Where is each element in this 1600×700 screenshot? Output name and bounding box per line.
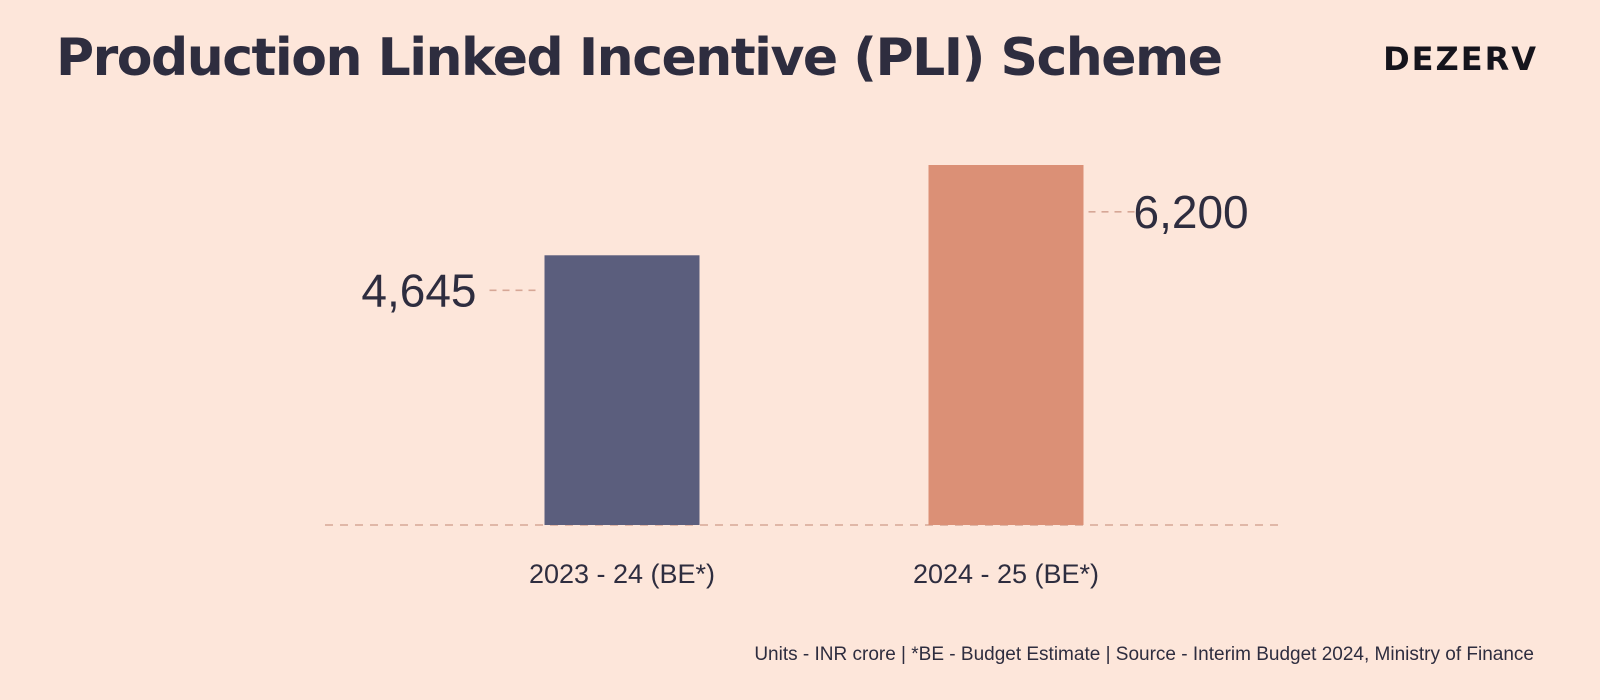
bar-2 bbox=[928, 165, 1084, 525]
brand-logo: DEZERV bbox=[1383, 40, 1538, 78]
chart-title: Production Linked Incentive (PLI) Scheme bbox=[56, 28, 1223, 88]
footnote: Units - INR crore | *BE - Budget Estimat… bbox=[754, 644, 1534, 665]
category-label-1: 2023 - 24 (BE*) bbox=[529, 559, 715, 589]
value-label-1: 4,645 bbox=[361, 264, 476, 316]
bar-1 bbox=[544, 255, 700, 525]
value-label-2: 6,200 bbox=[1134, 186, 1249, 238]
category-label-2: 2024 - 25 (BE*) bbox=[913, 559, 1099, 589]
